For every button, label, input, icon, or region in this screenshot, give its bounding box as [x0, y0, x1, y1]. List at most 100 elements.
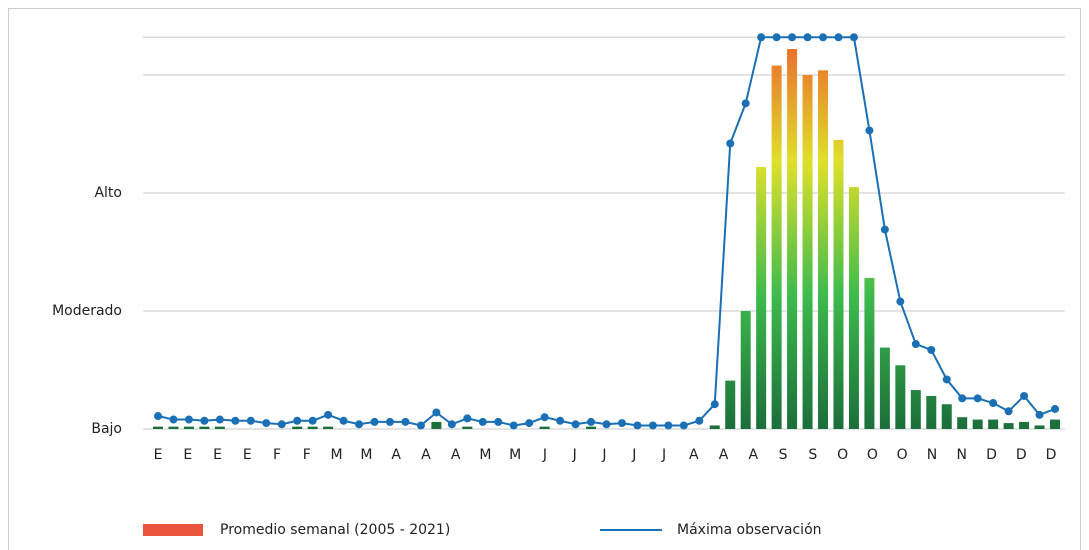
- x-tick-label: A: [719, 447, 729, 463]
- x-tick-label: A: [451, 447, 461, 463]
- x-tick-label: N: [927, 447, 937, 463]
- line-marker: [679, 421, 688, 430]
- line-marker: [803, 33, 812, 42]
- bar: [848, 187, 859, 429]
- bar: [740, 311, 751, 429]
- line-marker: [525, 419, 534, 428]
- line-marker: [401, 417, 410, 426]
- legend-swatch: [143, 524, 203, 536]
- bar: [168, 426, 179, 429]
- x-tick-label: A: [749, 447, 759, 463]
- line-marker: [385, 417, 394, 426]
- line-marker: [741, 99, 750, 108]
- line-marker: [416, 421, 425, 430]
- line-marker: [293, 416, 302, 425]
- x-tick-label: A: [421, 447, 431, 463]
- bar: [539, 426, 550, 429]
- x-tick-label: E: [213, 447, 222, 463]
- bar: [926, 395, 937, 429]
- bar: [1034, 425, 1045, 429]
- bar: [802, 75, 813, 429]
- line-marker: [556, 416, 565, 425]
- x-tick-label: D: [1046, 447, 1057, 463]
- line-marker: [215, 415, 224, 424]
- bar: [833, 139, 844, 429]
- line-marker: [324, 410, 333, 419]
- line-marker: [339, 416, 348, 425]
- line-marker: [648, 421, 657, 430]
- bar: [771, 65, 782, 429]
- line-marker: [973, 394, 982, 403]
- line-marker: [710, 400, 719, 409]
- line-marker: [757, 33, 766, 42]
- line-marker: [277, 420, 286, 429]
- line-marker: [246, 416, 255, 425]
- bar: [431, 421, 442, 429]
- x-tick-label: O: [867, 447, 878, 463]
- bar: [153, 426, 163, 429]
- x-tick-label: M: [331, 447, 343, 463]
- line-marker: [587, 417, 596, 426]
- line-marker: [602, 420, 611, 429]
- line-marker: [1020, 391, 1029, 400]
- bar: [292, 426, 303, 429]
- line-marker: [633, 421, 642, 430]
- line-marker: [1035, 410, 1044, 419]
- line-marker: [184, 415, 193, 424]
- x-tick-label: J: [572, 447, 577, 463]
- line-marker: [154, 412, 162, 421]
- x-tick-label: S: [779, 447, 788, 463]
- line-marker: [447, 420, 456, 429]
- x-tick-label: D: [1016, 447, 1027, 463]
- line-marker: [509, 421, 518, 430]
- bar: [895, 365, 906, 429]
- line-marker: [1051, 404, 1059, 413]
- bar: [183, 426, 194, 429]
- line-marker: [989, 399, 998, 408]
- bar: [586, 426, 597, 429]
- line-marker: [169, 415, 178, 424]
- legend-label: Máxima observación: [677, 522, 822, 538]
- bar: [988, 419, 999, 429]
- x-tick-label: J: [631, 447, 636, 463]
- bar: [756, 167, 767, 430]
- line-marker: [571, 420, 580, 429]
- y-tick-label: Bajo: [91, 421, 122, 437]
- x-tick-label: M: [509, 447, 521, 463]
- line-marker: [958, 394, 967, 403]
- line-marker: [772, 33, 781, 42]
- x-tick-label: M: [360, 447, 372, 463]
- x-tick-label: O: [837, 447, 848, 463]
- y-tick-label: Moderado: [52, 303, 122, 319]
- line-marker: [942, 375, 951, 384]
- line-marker: [308, 416, 317, 425]
- line-marker: [911, 340, 920, 349]
- line-marker: [695, 416, 704, 425]
- line-marker: [370, 417, 379, 426]
- line-marker: [1004, 407, 1013, 416]
- line-marker: [664, 421, 673, 430]
- line-marker: [927, 345, 936, 354]
- bar: [787, 49, 798, 429]
- line-marker: [865, 126, 874, 135]
- line-marker: [355, 420, 364, 429]
- x-tick-label: F: [273, 447, 281, 463]
- bar: [1003, 423, 1014, 429]
- line-marker: [478, 417, 487, 426]
- x-tick-label: M: [479, 447, 491, 463]
- line-marker: [540, 413, 549, 422]
- x-tick-label: J: [661, 447, 666, 463]
- bar: [1019, 421, 1030, 429]
- bar: [323, 426, 334, 429]
- line-marker: [463, 414, 472, 423]
- line-marker: [849, 33, 858, 42]
- bar: [1050, 419, 1060, 429]
- line-marker: [834, 33, 843, 42]
- line-marker: [200, 416, 209, 425]
- y-tick-label: Alto: [94, 185, 122, 201]
- bar: [307, 426, 318, 429]
- bar: [462, 426, 473, 429]
- x-tick-label: A: [689, 447, 699, 463]
- line: [157, 36, 1056, 427]
